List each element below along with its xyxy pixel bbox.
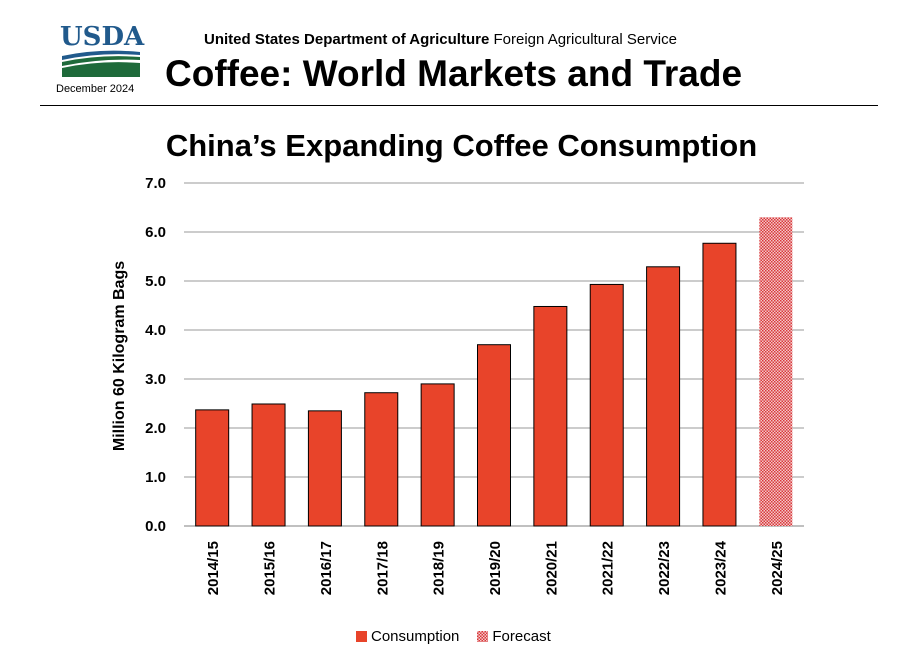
bar-forecast (759, 217, 793, 527)
y-tick-label: 6.0 (145, 224, 166, 241)
y-tick-label: 5.0 (145, 273, 166, 290)
bar-consumption (420, 383, 455, 527)
bar-consumption (702, 242, 737, 527)
usda-logo-field-icon (62, 50, 140, 77)
y-tick-label: 0.0 (145, 518, 166, 535)
legend-item-consumption: Consumption (356, 628, 459, 645)
x-tick-label: 2017/18 (374, 541, 391, 595)
agency-line: United States Department of Agriculture … (204, 31, 677, 48)
report-title: Coffee: World Markets and Trade (165, 53, 743, 94)
x-tick-label: 2019/20 (487, 541, 504, 595)
y-axis-label: Million 60 Kilogram Bags (111, 261, 128, 451)
x-tick-label: 2022/23 (656, 541, 673, 595)
x-tick-label: 2018/19 (431, 541, 448, 595)
y-tick-label: 2.0 (145, 420, 166, 437)
y-tick-label: 7.0 (145, 175, 166, 192)
x-tick-label: 2015/16 (262, 541, 279, 595)
y-tick-label: 1.0 (145, 469, 166, 486)
chart-title: China’s Expanding Coffee Consumption (165, 128, 758, 163)
x-tick-label: 2023/24 (712, 540, 729, 595)
bar-consumption (646, 266, 681, 527)
bar-consumption (195, 409, 230, 527)
usda-logo-text: USDA (60, 22, 145, 52)
usda-logo: USDA (60, 22, 145, 82)
publication-date: December 2024 (56, 83, 135, 95)
x-tick-label: 2016/17 (318, 541, 335, 595)
x-tick-label: 2014/15 (205, 541, 222, 595)
x-tick-label: 2021/22 (600, 541, 617, 595)
bar-consumption (589, 283, 624, 527)
bar-consumption (533, 305, 568, 527)
legend-label-consumption: Consumption (371, 628, 460, 645)
legend-label-forecast: Forecast (492, 628, 551, 645)
bar-consumption (364, 392, 399, 527)
header-rule (40, 105, 878, 106)
legend-item-forecast: Forecast (477, 628, 551, 645)
agency-service: Foreign Agricultural Service (489, 31, 677, 48)
bar-consumption (307, 410, 342, 527)
y-tick-label: 4.0 (145, 322, 166, 339)
agency-name: United States Department of Agriculture (204, 31, 490, 48)
y-tick-label: 3.0 (145, 371, 166, 388)
x-tick-label: 2020/21 (543, 541, 560, 595)
bar-consumption (251, 403, 286, 527)
x-tick-label: 2024/25 (769, 541, 786, 595)
legend-swatch-forecast (477, 631, 489, 642)
bar-consumption (477, 344, 511, 527)
chart-legend: Consumption Forecast (356, 628, 569, 645)
legend-swatch-consumption (356, 631, 367, 642)
